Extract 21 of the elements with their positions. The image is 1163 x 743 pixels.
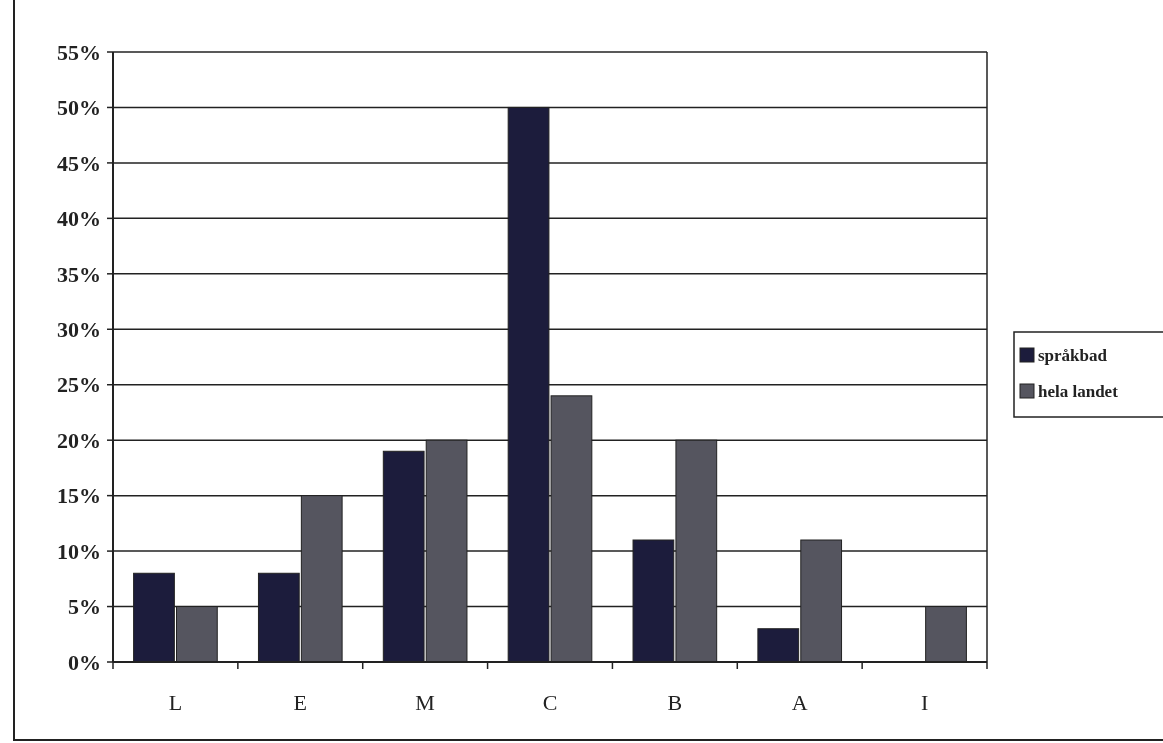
x-tick-label: B	[667, 690, 683, 715]
x-tick-label: E	[293, 690, 308, 715]
y-tick-label: 40%	[57, 206, 101, 232]
y-tick-label: 35%	[57, 261, 101, 287]
legend-label: hela landet	[1038, 381, 1119, 401]
y-tick-label: 25%	[57, 372, 101, 398]
y-tick-label: 45%	[57, 150, 101, 176]
y-tick-label: 55%	[57, 39, 101, 65]
y-tick-label: 0%	[68, 649, 101, 675]
legend-label: språkbad	[1038, 345, 1108, 365]
x-tick-label: M	[415, 690, 435, 715]
x-tick-label: C	[542, 690, 558, 715]
y-tick-label: 30%	[57, 316, 101, 342]
x-tick-label: L	[168, 690, 183, 715]
y-tick-label: 50%	[57, 95, 101, 121]
x-tick-label: A	[791, 690, 808, 715]
y-tick-label: 20%	[57, 427, 101, 453]
x-tick-label: I	[920, 690, 929, 715]
y-tick-label: 10%	[57, 538, 101, 564]
y-tick-label: 5%	[68, 594, 101, 620]
y-tick-label: 15%	[57, 483, 101, 509]
